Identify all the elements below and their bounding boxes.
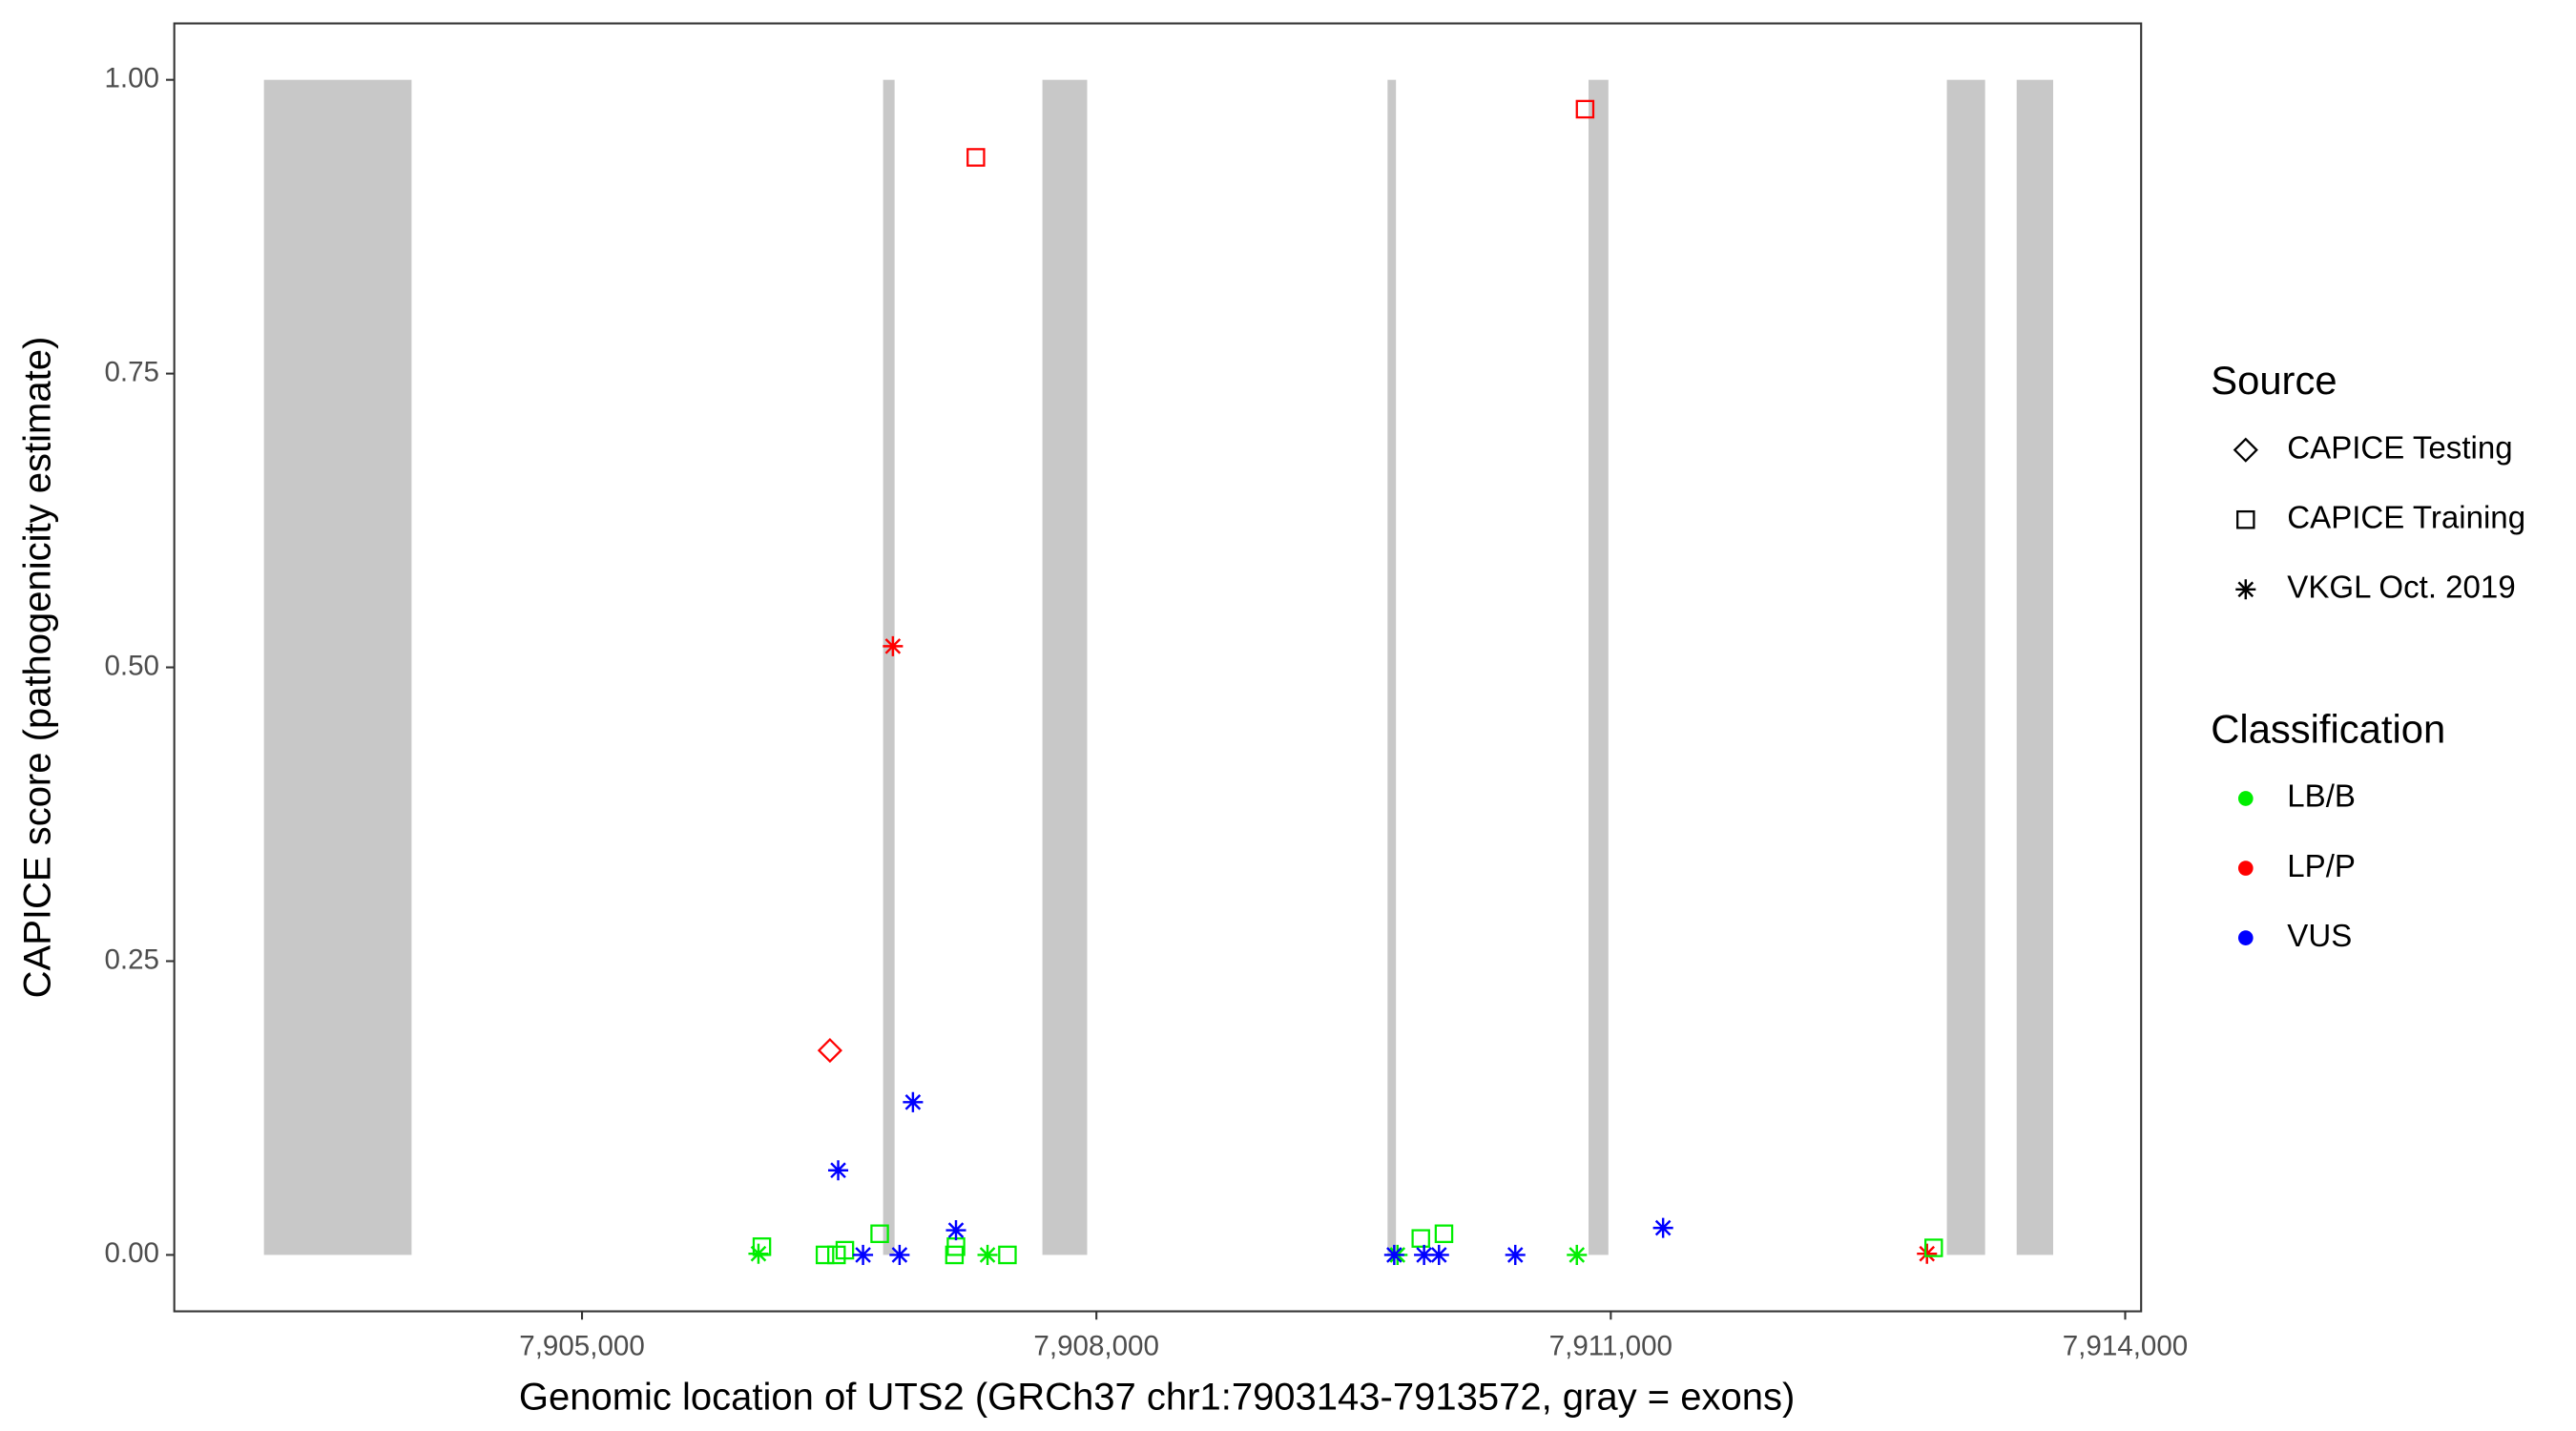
point [853, 1244, 874, 1265]
point [1924, 1238, 1943, 1257]
y-tick-label: 0.00 [104, 1237, 159, 1269]
point [870, 1224, 889, 1243]
legend-label: VUS [2287, 919, 2352, 954]
plot-area [263, 79, 2054, 1265]
point [1414, 1244, 1435, 1265]
legend-title: Source [2211, 358, 2337, 403]
point [835, 1240, 855, 1260]
point [817, 1038, 842, 1064]
point [752, 1237, 772, 1256]
x-tick-label: 7,911,000 [1549, 1331, 1672, 1362]
point [998, 1245, 1017, 1265]
legend-label: LB/B [2287, 779, 2356, 815]
point [966, 148, 986, 167]
point [2235, 579, 2256, 600]
point [1428, 1244, 1449, 1265]
legend-key [2237, 930, 2254, 945]
point [1505, 1244, 1526, 1265]
point [828, 1160, 849, 1181]
legend-key [2233, 437, 2258, 463]
legend-key [2237, 791, 2254, 806]
point [883, 635, 904, 656]
exon [2016, 79, 2054, 1255]
x-tick-label: 7,905,000 [519, 1331, 645, 1362]
legend-key [2235, 579, 2256, 600]
y-tick-label: 0.25 [104, 944, 159, 975]
y-tick-label: 0.75 [104, 356, 159, 387]
point [1575, 99, 1595, 119]
point [977, 1244, 998, 1265]
legend-label: LP/P [2287, 849, 2356, 884]
point [815, 1245, 835, 1265]
exon [1387, 79, 1397, 1255]
exon [1588, 79, 1609, 1255]
point [903, 1091, 924, 1112]
exon [883, 79, 895, 1255]
legend-label: VKGL Oct. 2019 [2287, 570, 2515, 606]
legend-title: Classification [2211, 706, 2445, 751]
exon [1946, 79, 1985, 1255]
y-tick-label: 1.00 [104, 62, 159, 93]
point [1652, 1217, 1673, 1238]
y-axis-title: CAPICE score (pathogenicity estimate) [16, 337, 58, 999]
legend-label: CAPICE Testing [2287, 430, 2512, 466]
exon [263, 79, 412, 1255]
point [945, 1220, 966, 1241]
point [1567, 1244, 1588, 1265]
legend-label: CAPICE Training [2287, 500, 2525, 535]
exon [1042, 79, 1088, 1255]
legend-key [2237, 861, 2254, 876]
point [1383, 1244, 1404, 1265]
point [889, 1244, 910, 1265]
point [1434, 1224, 1454, 1243]
x-tick-label: 7,914,000 [2063, 1331, 2189, 1362]
y-tick-label: 0.50 [104, 650, 159, 681]
point [748, 1243, 769, 1264]
point [1411, 1229, 1430, 1248]
point [2236, 509, 2255, 529]
legend-key [2236, 509, 2255, 529]
x-axis-title: Genomic location of UTS2 (GRCh37 chr1:79… [519, 1376, 1795, 1418]
x-tick-label: 7,908,000 [1033, 1331, 1159, 1362]
point [1917, 1243, 1938, 1264]
point [2233, 437, 2258, 463]
